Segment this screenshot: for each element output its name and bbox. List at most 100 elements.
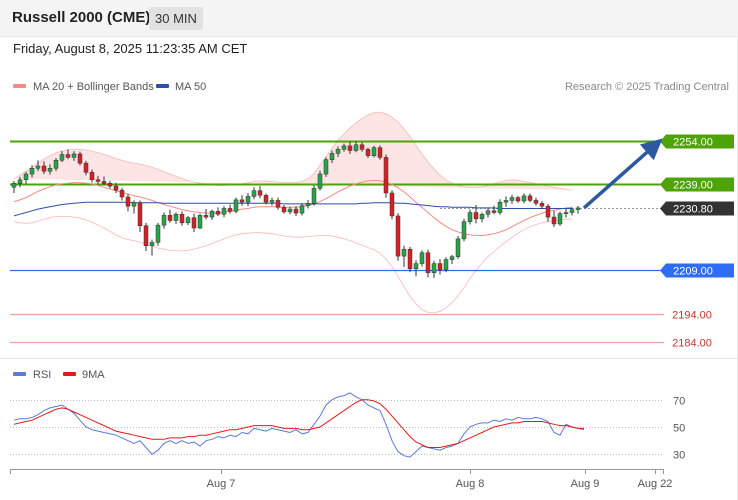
ma50-legend-swatch [156, 84, 169, 88]
candle [491, 205, 497, 215]
candle-body [161, 215, 167, 226]
candle-body [29, 168, 35, 175]
candle-body [503, 200, 509, 203]
candle-body [155, 224, 161, 243]
candle-body [125, 196, 131, 207]
candle [77, 151, 83, 166]
candle-body [293, 208, 299, 214]
candle [335, 146, 341, 157]
candle [407, 246, 413, 273]
candle [449, 254, 455, 265]
candle-body [251, 190, 257, 197]
candle [227, 204, 233, 214]
candle [65, 149, 71, 160]
candle [155, 222, 161, 246]
copyright-credit: Research © 2025 Trading Central [565, 81, 729, 93]
candle-body [395, 215, 401, 257]
candle [539, 201, 545, 210]
candle [83, 160, 89, 176]
candle-body [455, 238, 461, 257]
candle [383, 154, 389, 198]
candle [179, 211, 185, 226]
candle [359, 142, 365, 152]
candle-body [65, 154, 71, 158]
candle-body [383, 157, 389, 194]
candle-body [557, 213, 563, 225]
price-panel: 2254.00 2239.00 2230.80 2209.00 2194.00 2184.… [10, 111, 734, 350]
candle [497, 199, 503, 215]
candle [527, 193, 533, 203]
candle [233, 197, 239, 214]
header-bar: Russell 2000 (CME) 30 MIN [0, 0, 738, 36]
candle-body [53, 160, 59, 169]
candle-body [437, 263, 443, 271]
candle-body [47, 168, 53, 172]
candle-body [107, 182, 113, 187]
candle [275, 197, 281, 210]
candle [329, 150, 335, 164]
candle [281, 205, 287, 214]
candle [29, 165, 35, 178]
candle [557, 211, 563, 226]
candle-body [521, 195, 527, 202]
candle-body [509, 197, 515, 201]
candle [269, 197, 275, 206]
candle [245, 192, 251, 207]
instrument-title: Russell 2000 (CME) [12, 9, 151, 26]
candle-body [431, 263, 437, 274]
candle-body [515, 197, 521, 202]
candle [431, 260, 437, 278]
candle-body [347, 145, 353, 151]
candle [293, 206, 299, 216]
candle [395, 213, 401, 261]
candle [323, 157, 329, 177]
candle-body [467, 212, 473, 222]
candle-body [443, 259, 449, 271]
candle-body [449, 256, 455, 260]
candle-body [197, 215, 203, 229]
candle [479, 212, 485, 223]
candle-body [77, 153, 83, 164]
ma50-legend-label: MA 50 [175, 81, 206, 93]
candle-body [59, 154, 65, 161]
candle [35, 160, 41, 172]
interval-button[interactable]: 30 MIN [149, 7, 203, 30]
candle [197, 213, 203, 230]
candle-body [245, 196, 251, 203]
candle [101, 176, 107, 186]
candle-body [95, 179, 101, 182]
candle [371, 145, 377, 158]
candle [545, 203, 551, 222]
time-axis-label: Aug 8 [456, 478, 485, 490]
ma20-legend-swatch [13, 84, 26, 88]
rsi-ma-line [13, 399, 584, 448]
candle [521, 193, 527, 204]
candle [389, 190, 395, 220]
candle-body [491, 210, 497, 213]
candle-body [203, 215, 209, 218]
candle [71, 151, 77, 161]
candle-body [401, 248, 407, 257]
candle [221, 206, 227, 218]
time-axis-label: Aug 9 [571, 478, 600, 490]
rsi-tick-label: 30 [673, 450, 685, 462]
candle [503, 196, 509, 207]
candle-body [287, 208, 293, 213]
candle [41, 161, 47, 175]
candle-body [329, 153, 335, 160]
candle-body [473, 212, 479, 220]
candle [209, 209, 215, 220]
candle [425, 249, 431, 278]
candle [173, 212, 179, 224]
candle [311, 185, 317, 206]
candle-body [317, 173, 323, 189]
candle-body [149, 242, 155, 247]
candle-body [227, 208, 233, 212]
candle [563, 209, 569, 218]
candle-body [17, 179, 23, 184]
candle [533, 197, 539, 206]
candle-body [83, 162, 89, 173]
candle-body [419, 252, 425, 264]
upper-band-line [13, 111, 573, 191]
candle [287, 206, 293, 215]
